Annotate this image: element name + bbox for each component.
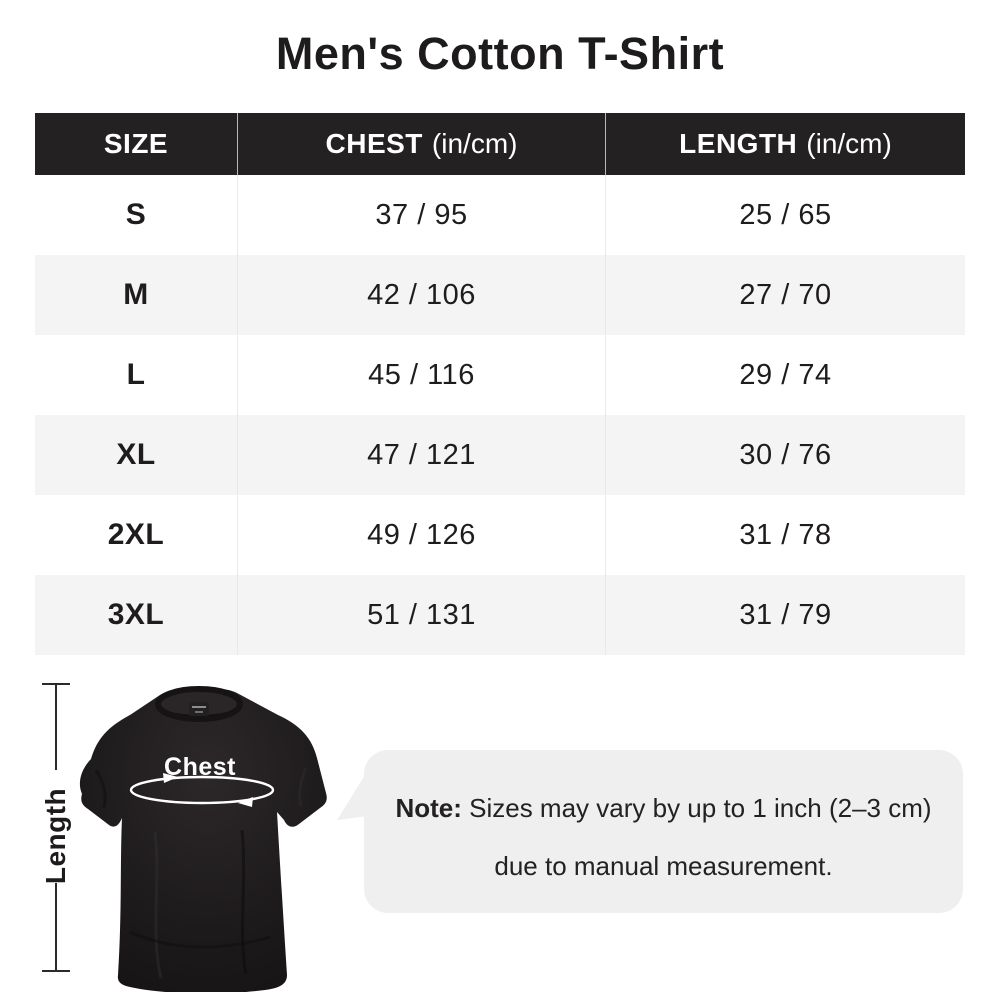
tshirt-collar-band [155,686,243,722]
note-text-line1: Note: Sizes may vary by up to 1 inch (2–… [395,793,931,824]
chest-measure-arrowhead [163,773,178,783]
cell-length: 31 / 79 [605,575,965,655]
cell-chest: 49 / 126 [237,495,605,575]
tshirt-wrinkle [94,769,107,809]
length-measure: Length [40,683,71,972]
cell-size: XL [116,438,156,471]
table-row-s: S 37 / 95 25 / 65 [35,175,965,255]
header-length-unit: (in/cm) [806,128,892,159]
tshirt-wrinkle [298,767,308,807]
header-length-label: LENGTH [679,128,798,159]
cell-size: 2XL [107,518,165,551]
cell-size: M [123,278,149,311]
length-measure-line [55,685,57,770]
header-chest: CHEST (in/cm) [237,113,605,175]
tshirt-wrinkle [153,831,163,979]
tshirt-wrinkle [129,930,271,949]
cell-chest: 42 / 106 [237,255,605,335]
cell-length: 31 / 78 [605,495,965,575]
cell-chest: 47 / 121 [237,415,605,495]
length-measure-line [55,883,57,970]
cell-length: 27 / 70 [605,255,965,335]
header-chest-unit: (in/cm) [431,128,518,159]
cell-size: S [125,198,147,231]
tshirt-body [79,687,327,992]
cell-length: 29 / 74 [605,335,965,415]
table-row-3xl: 3XL 51 / 131 31 / 79 [35,575,965,655]
cell-length: 30 / 76 [605,415,965,495]
table-header-row: SIZE CHEST (in/cm) LENGTH (in/cm) [35,113,965,175]
chest-measure-ellipse [129,775,275,805]
page-title: Men's Cotton T-Shirt [275,28,725,79]
table-row-l: L 45 / 116 29 / 74 [35,335,965,415]
collar-brand-label-text [192,706,206,708]
collar-brand-label [189,702,209,716]
chest-measure-arrowhead [238,797,253,807]
note-bubble: Note: Sizes may vary by up to 1 inch (2–… [337,750,963,913]
length-measure-bottom-cap [42,970,70,972]
note-label: Note: [395,793,462,823]
collar-brand-label-text [195,711,203,713]
chest-label: Chest [164,753,236,781]
note-text-line2: due to manual measurement. [494,851,833,881]
cell-size: L [126,358,146,391]
length-measure-top-cap [42,683,70,685]
cell-size: 3XL [107,598,165,631]
table-row-m: M 42 / 106 27 / 70 [35,255,965,335]
header-length: LENGTH (in/cm) [605,113,965,175]
cell-chest: 45 / 116 [237,335,605,415]
header-chest-label: CHEST [325,128,423,159]
table-row-2xl: 2XL 49 / 126 31 / 78 [35,495,965,575]
size-table: SIZE CHEST (in/cm) LENGTH (in/cm) S 37 /… [35,113,965,655]
cell-chest: 37 / 95 [237,175,605,255]
table-row-xl: XL 47 / 121 30 / 76 [35,415,965,495]
header-size-label: SIZE [103,128,169,159]
cell-chest: 51 / 131 [237,575,605,655]
header-size: SIZE [35,113,237,175]
tshirt-wrinkle [240,829,248,975]
note-line1-text: Sizes may vary by up to 1 inch (2–3 cm) [469,793,932,823]
tshirt-illustration: Chest [79,686,327,992]
cell-length: 25 / 65 [605,175,965,255]
